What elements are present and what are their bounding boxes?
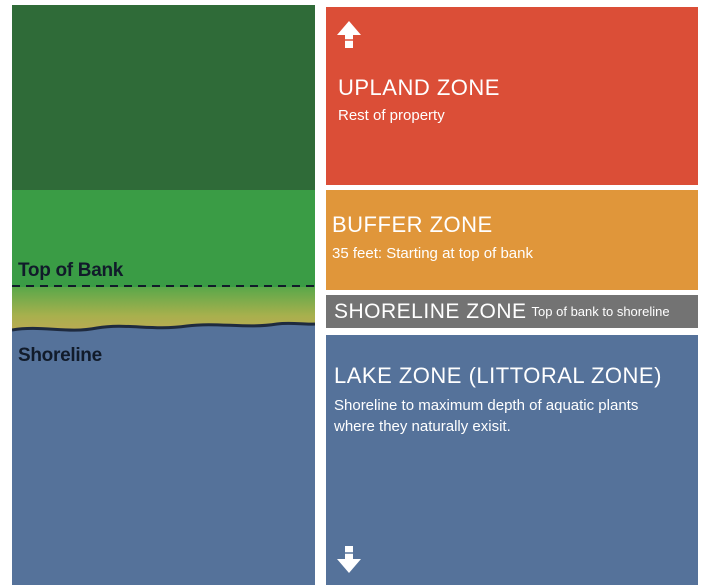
lake-zone-description: Shoreline to maximum depth of aquatic pl… — [334, 397, 639, 435]
shoreline-edge — [12, 321, 315, 332]
upland-zone-panel: UPLAND ZONE Rest of property — [326, 7, 698, 185]
shoreline-zone-panel: SHORELINE ZONE Top of bank to shoreline — [326, 295, 698, 328]
arrow-down-icon — [337, 546, 361, 573]
arrow-up-icon — [337, 21, 361, 48]
lake-water-area — [12, 323, 315, 585]
lake-zone-panel: LAKE ZONE (LITTORAL ZONE) Shoreline to m… — [326, 335, 698, 585]
shoreline-zone-title: SHORELINE ZONE — [334, 299, 527, 323]
upland-zone-description: Rest of property — [338, 107, 445, 124]
buffer-zone-description: 35 feet: Starting at top of bank — [332, 245, 533, 262]
top-of-bank-label: Top of Bank — [18, 260, 124, 281]
buffer-grass-area — [12, 190, 315, 290]
landscape-illustration — [12, 5, 315, 585]
buffer-zone-panel: BUFFER ZONE 35 feet: Starting at top of … — [326, 190, 698, 290]
buffer-zone-title: BUFFER ZONE — [332, 212, 493, 237]
shoreline-label: Shoreline — [18, 345, 102, 366]
upland-forest-area — [12, 5, 315, 190]
upland-zone-title: UPLAND ZONE — [338, 75, 500, 100]
landscape-cross-section: Top of Bank Shoreline — [12, 5, 315, 585]
shoreline-zone-description: Top of bank to shoreline — [531, 304, 670, 319]
lake-zone-title: LAKE ZONE (LITTORAL ZONE) — [334, 363, 662, 388]
